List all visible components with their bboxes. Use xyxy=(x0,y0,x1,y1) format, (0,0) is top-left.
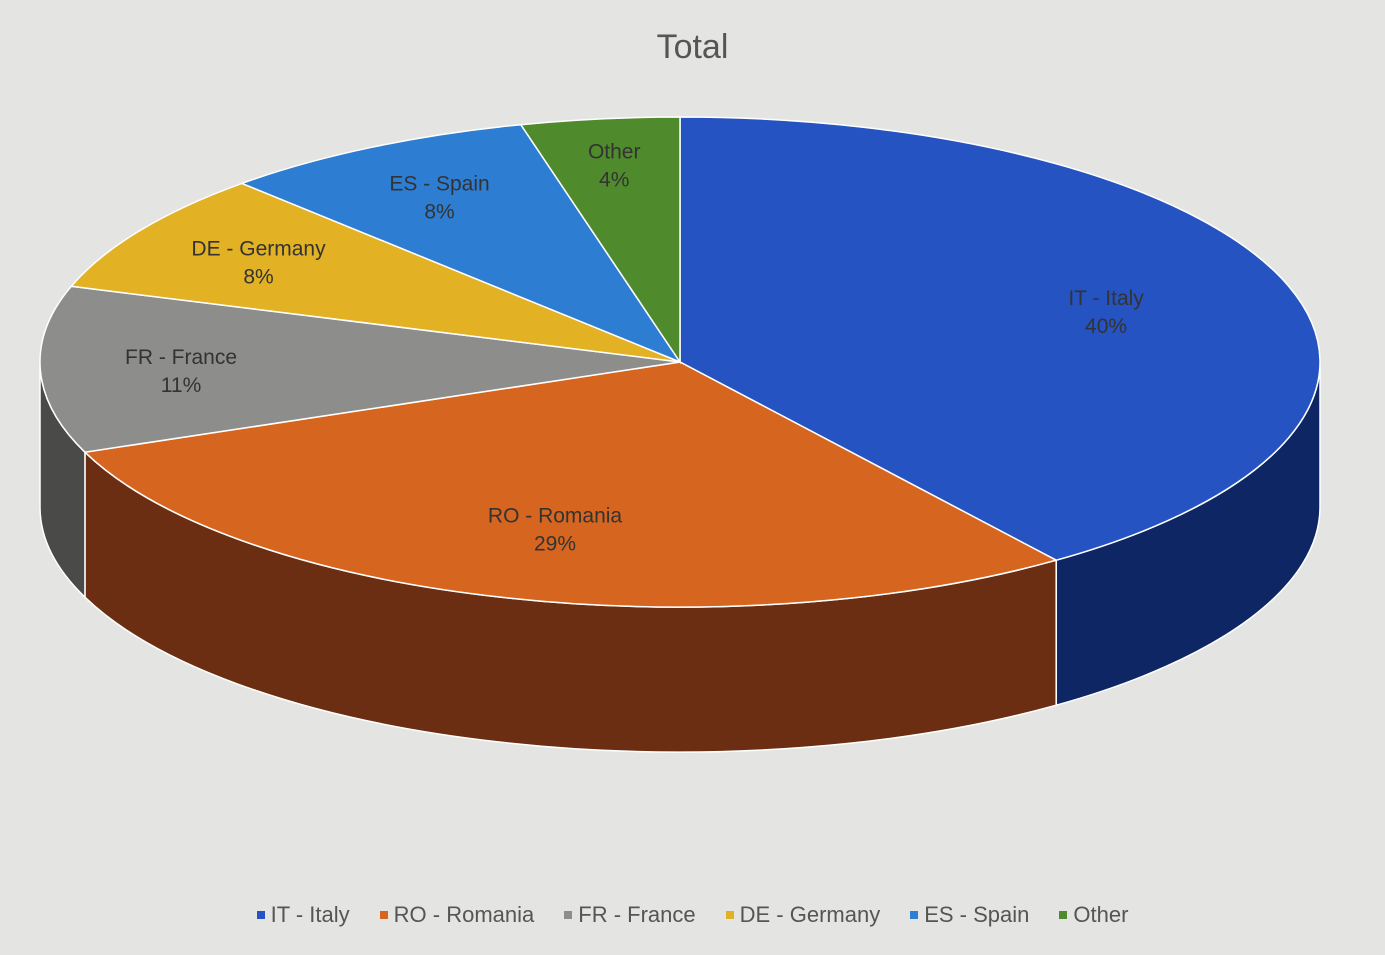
data-label-value: 29% xyxy=(534,533,576,556)
slice-it-italy[interactable] xyxy=(679,116,1321,562)
legend-item: ES - Spain xyxy=(910,902,1029,928)
slice-fr-france[interactable] xyxy=(39,285,681,453)
data-label-value: 11% xyxy=(161,374,201,397)
legend-item: Other xyxy=(1059,902,1128,928)
legend-label: IT - Italy xyxy=(270,902,350,927)
legend-item: FR - France xyxy=(564,902,696,928)
legend-swatch xyxy=(379,911,388,919)
data-label-name: Other xyxy=(588,141,641,164)
legend-item: IT - Italy xyxy=(256,902,350,928)
slice-other[interactable] xyxy=(519,116,681,365)
legend-label: DE - Germany xyxy=(739,902,881,927)
data-label-name: RO - Romania xyxy=(488,505,623,528)
legend-swatch xyxy=(564,911,573,919)
data-label-value: 8% xyxy=(424,201,454,224)
legend: IT - Italy RO - Romania FR - France DE - Ge… xyxy=(0,902,1385,928)
legend-item: DE - Germany xyxy=(725,902,881,928)
slice-es-spain[interactable] xyxy=(239,123,682,364)
legend-label: RO - Romania xyxy=(393,902,535,927)
legend-swatch xyxy=(1059,911,1068,919)
legend-label: Other xyxy=(1073,902,1129,927)
data-label-name: DE - Germany xyxy=(191,238,326,261)
chart-title: Total xyxy=(656,28,729,66)
data-label-name: IT - Italy xyxy=(1068,287,1144,310)
legend-item: RO - Romania xyxy=(379,902,535,928)
legend-label: FR - France xyxy=(578,902,696,927)
data-label-value: 8% xyxy=(243,266,273,289)
data-label-value: 4% xyxy=(599,169,629,192)
legend-swatch xyxy=(256,911,265,919)
legend-swatch xyxy=(910,911,919,919)
legend-swatch xyxy=(725,911,734,919)
data-label-name: FR - France xyxy=(125,346,237,369)
data-label-name: ES - Spain xyxy=(389,173,489,196)
slice-de-germany[interactable] xyxy=(69,182,681,363)
legend-label: ES - Spain xyxy=(924,902,1030,927)
slice-ro-romania[interactable] xyxy=(83,361,1059,608)
data-label-value: 40% xyxy=(1085,315,1127,338)
